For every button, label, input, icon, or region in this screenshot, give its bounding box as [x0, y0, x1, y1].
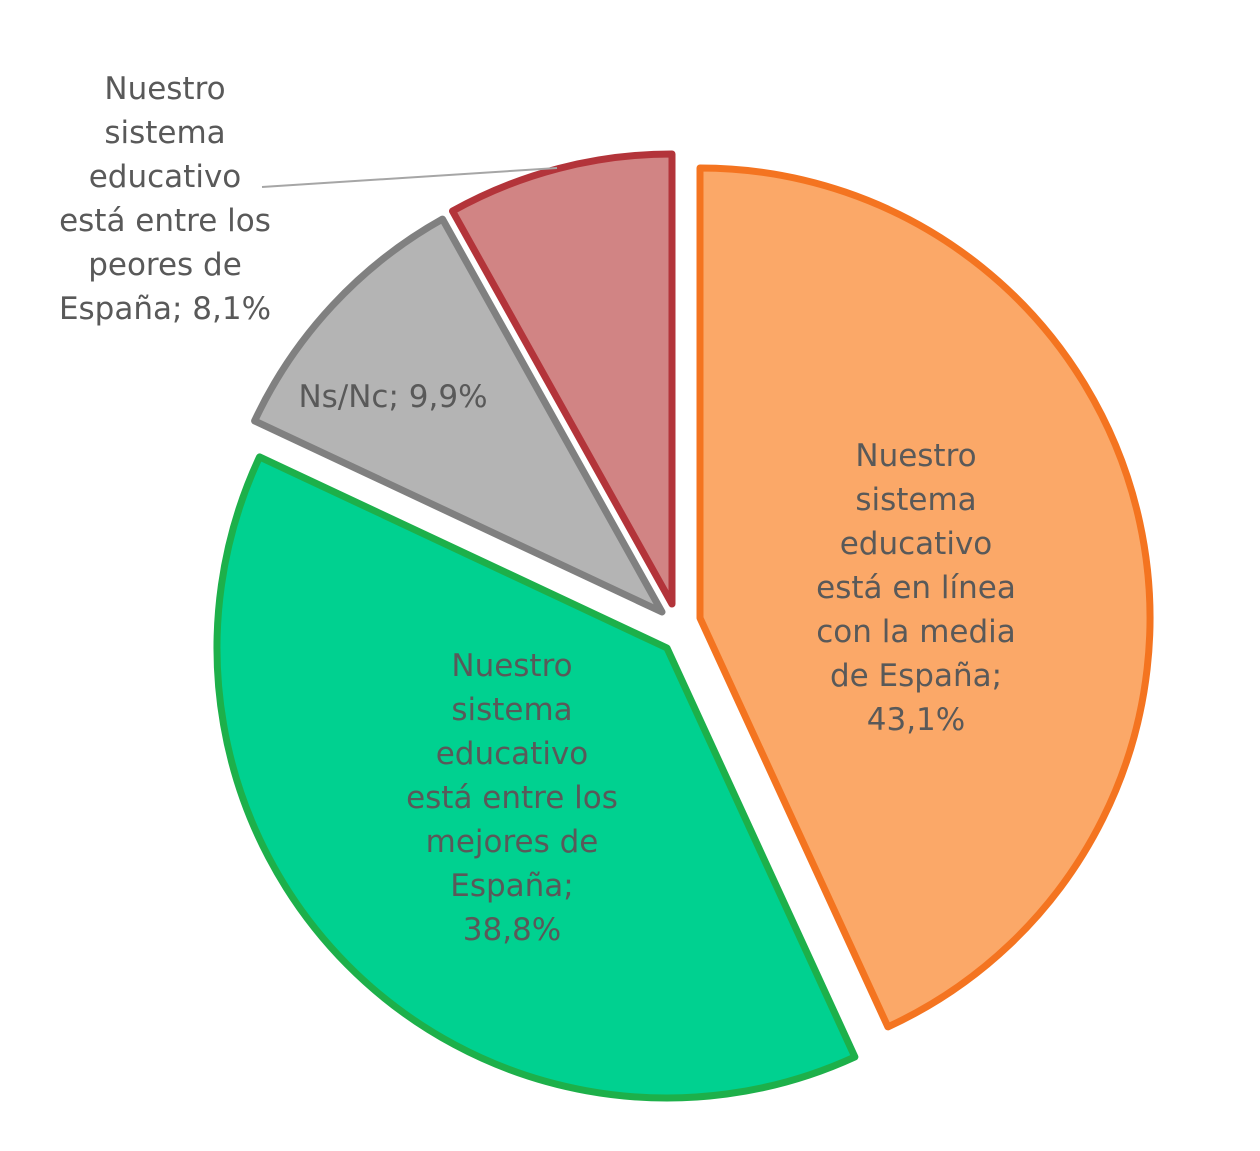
slice-peores [449, 150, 676, 608]
slice-mejores-label: Nuestro sistema educativo está entre los mej… [406, 648, 618, 948]
slice-mejores-label-line: España; [450, 868, 574, 904]
slice-mejores-label-line: 38,8% [463, 912, 561, 948]
slice-mejores-label-line: educativo [436, 736, 589, 772]
slice-mejores-label-line: sistema [451, 692, 572, 728]
slice-en-linea-label-line: de España; [830, 658, 1002, 694]
slice-en-linea-label: Nuestro sistema educativo está en línea con … [816, 438, 1016, 738]
slice-peores-label-line: educativo [89, 159, 242, 195]
slice-mejores-label-line: Nuestro [451, 648, 572, 684]
slice-en-linea-label-line: con la media [816, 614, 1016, 650]
slice-peores-label-line: está entre los [59, 203, 271, 239]
slice-en-linea-label-line: está en línea [816, 570, 1016, 606]
slice-peores-label-line: España; 8,1% [59, 291, 271, 327]
slice-mejores-label-line: mejores de [426, 824, 599, 860]
slice-en-linea-label-line: 43,1% [867, 702, 965, 738]
slice-en-linea-label-line: sistema [855, 482, 976, 518]
pie-slices [213, 150, 1154, 1102]
pie-labels: Nuestro sistema educativo está en línea con … [59, 71, 1016, 948]
slice-nsnc-label-line: Ns/Nc; 9,9% [298, 379, 487, 415]
slice-mejores [213, 453, 859, 1102]
slice-peores-label-line: peores de [88, 247, 242, 283]
slice-nsnc-label: Ns/Nc; 9,9% [298, 379, 487, 415]
slice-mejores-label-line: está entre los [406, 780, 618, 816]
slice-peores-label: Nuestro sistema educativo está entre los peo… [59, 71, 271, 327]
slice-en-linea [696, 164, 1154, 1031]
slice-nsnc [251, 215, 666, 616]
slice-en-linea-label-line: Nuestro [855, 438, 976, 474]
slice-peores-label-line: sistema [104, 115, 225, 151]
leader-line-peores [261, 167, 558, 188]
slice-en-linea-label-line: educativo [840, 526, 993, 562]
slice-peores-label-line: Nuestro [104, 71, 225, 107]
